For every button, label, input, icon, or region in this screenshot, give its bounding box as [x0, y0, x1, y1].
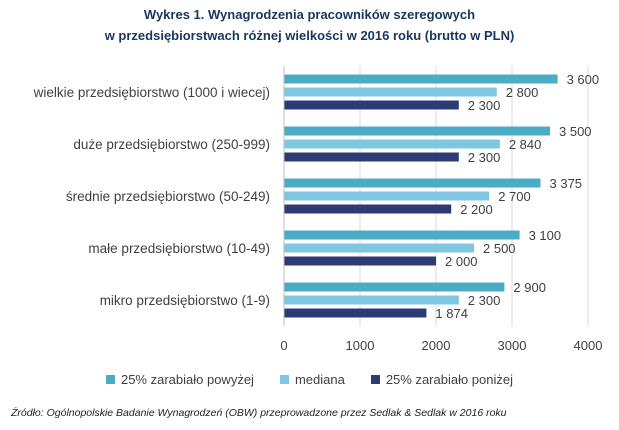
data-label-1-4: 2 300 [468, 293, 501, 308]
legend-swatch-above [105, 375, 115, 384]
category-label-0: wielkie przedsiębiorstwo (1000 i wiecej) [33, 85, 270, 100]
bar-1-0 [284, 87, 497, 97]
chart-title-line-2: w przedsiębiorstwach różnej wielkości w … [104, 28, 515, 43]
bar-2-4 [284, 308, 427, 318]
chart-title-line-1: Wykres 1. Wynagrodzenia pracowników szer… [143, 7, 476, 22]
legend-item-median: mediana [279, 372, 345, 387]
data-label-0-4: 2 900 [513, 280, 546, 295]
bar-1-1 [284, 139, 500, 149]
x-tick-label-0: 0 [280, 338, 287, 353]
bar-2-0 [284, 100, 459, 110]
data-label-1-2: 2 700 [498, 189, 531, 204]
source-note: Źródło: Ogólnopolskie Badanie Wynagrodze… [11, 407, 507, 419]
legend-swatch-median [279, 375, 289, 384]
bar-0-2 [284, 178, 541, 188]
legend-label-above: 25% zarabiało powyżej [120, 372, 254, 387]
bar-0-0 [284, 74, 558, 84]
legend-item-above: 25% zarabiało powyżej [105, 372, 254, 387]
legend-label-below: 25% zarabiało poniżej [385, 372, 514, 387]
bar-2-3 [284, 256, 436, 266]
data-label-1-0: 2 800 [506, 85, 539, 100]
category-label-4: mikro przedsiębiorstwo (1-9) [100, 293, 270, 308]
data-label-0-2: 3 375 [550, 176, 583, 191]
x-tick-label-2: 2000 [422, 338, 451, 353]
bar-2-2 [284, 204, 452, 214]
category-label-1: duże przedsiębiorstwo (250-999) [73, 137, 270, 152]
bar-0-3 [284, 230, 520, 240]
bar-1-2 [284, 191, 490, 201]
category-label-3: małe przedsiębiorstwo (10-49) [88, 241, 270, 256]
category-label-2: średnie przedsiębiorstwo (50-249) [66, 189, 270, 204]
chart-legend: 25% zarabiało powyżej mediana 25% zarabi… [0, 372, 619, 387]
chart-title: Wykres 1. Wynagrodzenia pracowników szer… [0, 4, 619, 46]
bar-0-1 [284, 126, 550, 136]
data-label-2-4: 1 874 [435, 306, 468, 321]
bar-1-4 [284, 295, 459, 305]
bar-2-1 [284, 152, 459, 162]
data-label-0-1: 3 500 [559, 124, 592, 139]
data-label-0-3: 3 100 [529, 228, 562, 243]
bar-1-3 [284, 243, 474, 253]
data-label-2-2: 2 200 [460, 202, 493, 217]
data-label-1-1: 2 840 [509, 137, 542, 152]
data-label-2-3: 2 000 [445, 254, 478, 269]
x-tick-label-4: 4000 [574, 338, 603, 353]
bar-0-4 [284, 282, 505, 292]
data-label-2-0: 2 300 [468, 98, 501, 113]
data-label-1-3: 2 500 [483, 241, 516, 256]
data-label-0-0: 3 600 [567, 72, 600, 87]
x-tick-label-1: 1000 [346, 338, 375, 353]
x-tick-label-3: 3000 [498, 338, 527, 353]
legend-swatch-below [370, 375, 380, 384]
legend-item-below: 25% zarabiało poniżej [370, 372, 514, 387]
legend-label-median: mediana [294, 372, 345, 387]
data-label-2-1: 2 300 [468, 150, 501, 165]
